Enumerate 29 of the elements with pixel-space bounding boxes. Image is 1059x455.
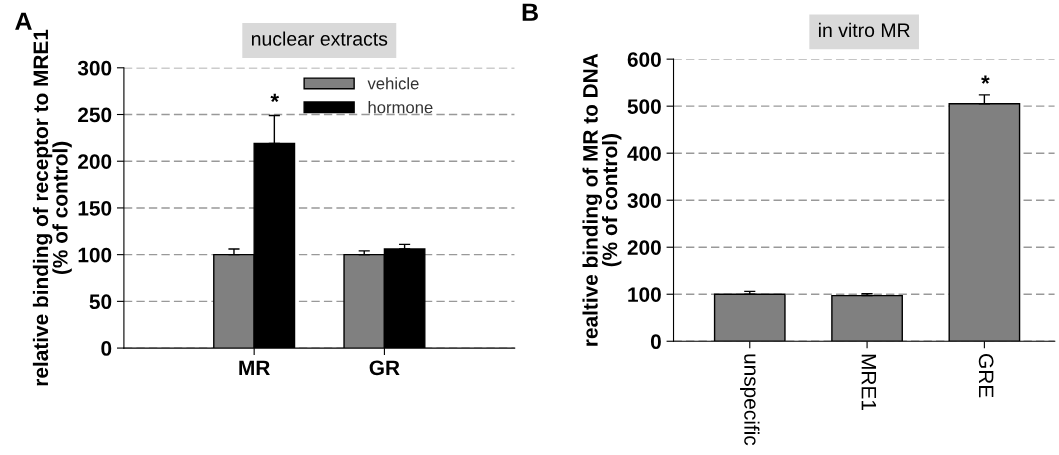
y-tick-label: 50 [89,294,112,310]
y-tick-label: 0 [650,334,661,349]
y-tick-label: 200 [627,240,661,255]
y-tick-label: 500 [627,99,661,114]
annotation: * [270,93,280,103]
x-tick-label: MRE1 [861,354,877,410]
text: B [522,3,538,21]
y-axis-title: realtive binding of MR to DNA (% of control) [582,53,622,346]
y-tick-label: 0 [101,341,112,356]
x-tick-label: unspecific [740,354,760,446]
y-tick-label: 250 [78,107,112,123]
annotation: * [981,75,990,84]
x-tick-label: GR [369,360,400,376]
y-tick-label: 300 [627,193,661,208]
legend-label: hormone [368,101,433,114]
chart-title: nuclear extracts [251,31,388,46]
legend-label: vehicle [367,77,419,90]
y-tick-label: 200 [78,154,112,169]
x-tick-label: MR [239,360,270,375]
y-tick-label: 100 [628,287,661,302]
y-tick-label: 100 [78,247,112,263]
chart-title: in vitro MR [818,22,910,38]
x-tick-label: GRE [978,354,994,398]
y-axis-title: relative binding of receptor to MRE1 (% of control) [32,29,72,386]
y-tick-label: 600 [627,52,661,67]
y-tick-label: 150 [78,200,112,216]
y-tick-label: 300 [77,60,112,76]
text: A [15,12,32,30]
y-tick-label: 400 [627,146,661,161]
